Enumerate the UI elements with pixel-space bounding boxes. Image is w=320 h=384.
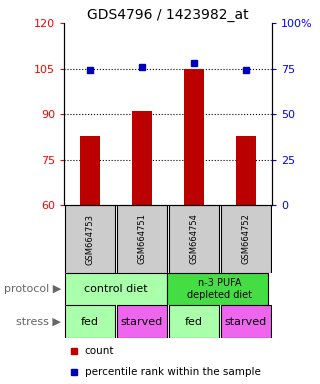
- Bar: [236, 136, 256, 205]
- Text: GSM664751: GSM664751: [138, 214, 147, 265]
- Bar: [221, 205, 271, 273]
- Bar: [221, 305, 271, 338]
- Bar: [184, 69, 204, 205]
- Bar: [117, 305, 167, 338]
- Bar: [117, 205, 167, 273]
- Text: GSM664752: GSM664752: [242, 214, 251, 265]
- Text: n-3 PUFA
depleted diet: n-3 PUFA depleted diet: [188, 278, 252, 300]
- Text: count: count: [85, 346, 114, 356]
- Bar: [65, 305, 115, 338]
- Text: starved: starved: [121, 316, 163, 327]
- Text: fed: fed: [81, 316, 99, 327]
- Bar: [80, 136, 100, 205]
- Text: protocol ▶: protocol ▶: [4, 284, 61, 294]
- Text: fed: fed: [185, 316, 203, 327]
- Text: percentile rank within the sample: percentile rank within the sample: [85, 367, 261, 377]
- Text: starved: starved: [225, 316, 267, 327]
- Text: GSM664753: GSM664753: [85, 214, 94, 265]
- Text: control diet: control diet: [84, 284, 148, 294]
- Bar: [167, 273, 268, 305]
- Bar: [65, 205, 115, 273]
- Bar: [132, 111, 152, 205]
- Bar: [169, 205, 219, 273]
- Title: GDS4796 / 1423982_at: GDS4796 / 1423982_at: [87, 8, 249, 22]
- Bar: [169, 305, 219, 338]
- Text: stress ▶: stress ▶: [16, 316, 61, 327]
- Text: GSM664754: GSM664754: [189, 214, 198, 265]
- Bar: [65, 273, 167, 305]
